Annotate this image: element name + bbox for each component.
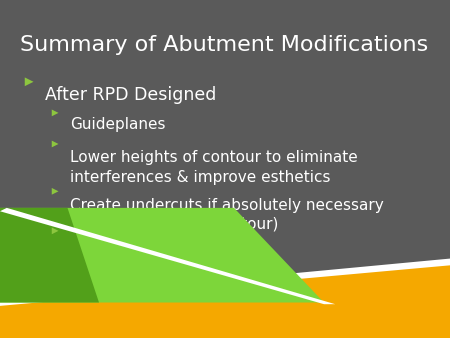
Text: Rest seat preparation: Rest seat preparation [70,235,235,250]
Text: Guideplanes: Guideplanes [70,117,165,131]
Polygon shape [0,208,324,303]
Polygon shape [25,77,33,86]
Polygon shape [52,141,58,147]
Polygon shape [52,227,58,234]
Text: Create undercuts if absolutely necessary
(raising heights of contour): Create undercuts if absolutely necessary… [70,198,383,232]
Polygon shape [52,188,58,195]
Text: After RPD Designed: After RPD Designed [45,86,216,104]
Polygon shape [0,259,450,306]
Polygon shape [52,110,58,116]
Text: Summary of Abutment Modifications: Summary of Abutment Modifications [20,35,428,55]
Polygon shape [0,264,450,338]
Polygon shape [0,208,99,303]
Polygon shape [0,208,335,304]
Text: Lower heights of contour to eliminate
interferences & improve esthetics: Lower heights of contour to eliminate in… [70,150,357,185]
